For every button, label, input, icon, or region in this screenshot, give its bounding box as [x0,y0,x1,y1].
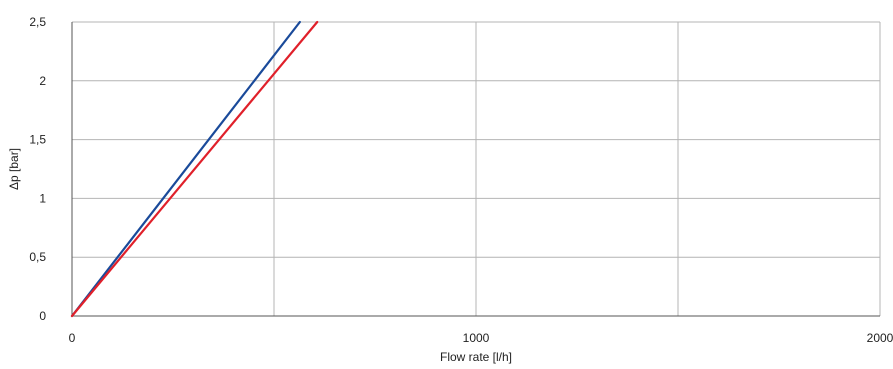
x-tick-label: 2000 [867,331,893,345]
y-tick-label: 1,5 [29,133,46,147]
y-tick-label: 0 [39,309,46,323]
y-tick-label: 2 [39,74,46,88]
axes [71,22,880,317]
x-tick-label: 1000 [463,331,490,345]
tick-labels: 0 0,5 1 1,5 2 2,5 0 1000 2000 [29,15,893,345]
x-axis-title: Flow rate [l/h] [440,350,512,364]
grid [72,21,881,316]
series-line-1 [70,20,301,318]
y-axis-title: Δp [bar] [7,148,21,190]
x-tick-label: 0 [69,331,76,345]
y-tick-label: 2,5 [29,15,46,29]
y-tick-label: 0,5 [29,250,46,264]
series-layer [70,20,319,318]
y-tick-label: 1 [39,191,46,205]
series-line-2 [70,20,319,318]
